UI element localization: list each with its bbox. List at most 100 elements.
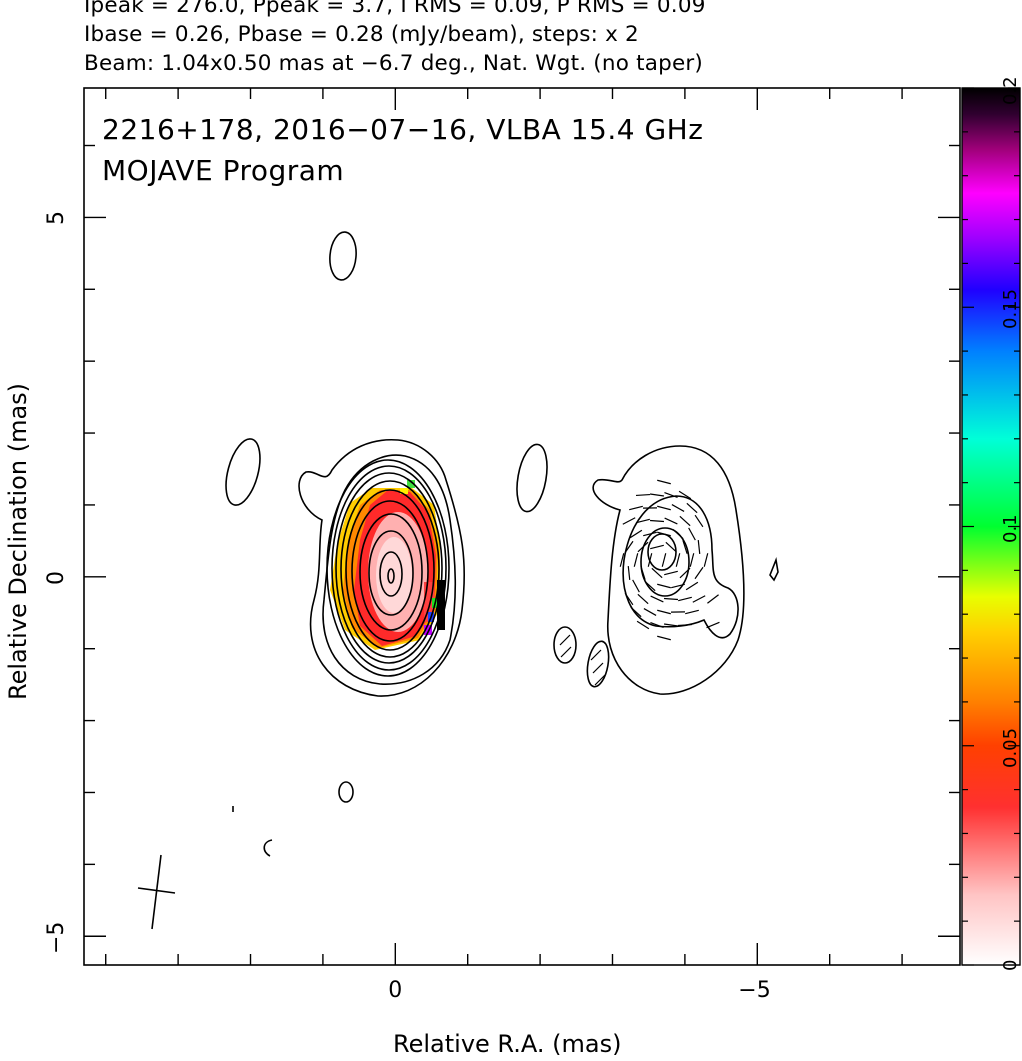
evpa-vector	[649, 519, 665, 523]
pol-edge-black	[437, 580, 445, 630]
evpa-vector	[624, 592, 634, 606]
blob-left	[225, 438, 261, 506]
blob-south-3	[263, 839, 273, 857]
evpa-vector	[594, 674, 606, 686]
evpa-vector	[688, 527, 696, 541]
evpa-vector	[663, 597, 679, 601]
evpa-vector	[636, 620, 650, 630]
evpa-vector	[657, 609, 671, 615]
axis-ticks	[84, 88, 960, 965]
y-tick-label: 5	[44, 211, 69, 226]
evpa-vector	[630, 606, 642, 618]
blob-sw-1	[553, 626, 577, 664]
evpa-vector	[643, 531, 657, 537]
evpa-vector	[694, 566, 704, 580]
colorbar-tick-label: 0.05	[1000, 727, 1021, 768]
core-contour-4	[331, 465, 447, 671]
blob-mid	[516, 443, 548, 513]
colorbar-tick-label: 0.15	[1000, 289, 1021, 330]
core-contour-3	[326, 459, 450, 677]
core-contour-7	[345, 489, 435, 651]
pol-pixel-yellow	[400, 488, 408, 494]
colorbar-tick-label: 0.2	[1000, 75, 1021, 105]
evpa-vector	[657, 531, 671, 537]
plot-frame	[83, 87, 961, 966]
core-contour-outer	[298, 438, 466, 697]
evpa-vector	[685, 581, 699, 591]
jet-contour-4	[647, 533, 677, 571]
blob-south-1	[338, 781, 354, 803]
core-contour-9	[359, 513, 423, 631]
evpa-vector	[678, 490, 692, 500]
evpa-vector	[657, 505, 671, 511]
pol-edge-red	[424, 582, 434, 622]
core-contour-6	[340, 480, 440, 658]
colorbar-tick-label: 0	[1000, 959, 1021, 971]
evpa-vector	[647, 553, 653, 567]
evpa-vector	[685, 609, 699, 615]
evpa-vector	[622, 517, 636, 525]
header-line-3: Beam: 1.04x0.50 mas at −6.7 deg., Nat. W…	[84, 51, 704, 76]
evpa-vector	[640, 566, 646, 580]
evpa-vector	[663, 623, 679, 627]
jet-contour-outer	[592, 445, 745, 695]
core-contour-8	[351, 500, 429, 642]
polarization-vectors	[559, 479, 720, 686]
evpa-vector	[644, 580, 656, 592]
core-contour-peak	[387, 568, 395, 584]
evpa-vector	[661, 553, 667, 567]
evpa-vector	[672, 528, 684, 540]
y-tick-label: 0	[44, 570, 69, 585]
header-line-2: Ibase = 0.26, Pbase = 0.28 (mJy/beam), s…	[84, 22, 639, 47]
beam-major-axis	[151, 854, 162, 930]
evpa-vector	[692, 595, 706, 603]
evpa-vector	[637, 593, 649, 605]
source-annotation: 2216+178, 2016−07−16, VLBA 15.4 GHz	[102, 113, 704, 146]
header-line-1: Ipeak = 276.0, Ppeak = 3.7, I RMS = 0.09…	[84, 0, 706, 18]
map-content	[137, 231, 779, 930]
evpa-vector	[624, 540, 634, 554]
y-tick-label: −5	[44, 921, 69, 955]
evpa-vector	[657, 479, 671, 485]
evpa-vector	[694, 514, 704, 528]
evpa-vector	[590, 649, 602, 661]
evpa-vector	[671, 504, 685, 512]
core-contour-5	[335, 472, 443, 664]
x-tick-label: 0	[388, 978, 403, 1003]
evpa-vector	[682, 540, 688, 554]
evpa-vector	[706, 621, 720, 629]
beam-cross	[137, 854, 176, 930]
evpa-vector	[633, 553, 639, 567]
evpa-vector	[657, 635, 671, 641]
evpa-vector	[671, 583, 685, 589]
evpa-vector	[649, 493, 665, 497]
core-contour-10	[368, 530, 414, 616]
evpa-vector	[651, 567, 663, 579]
core-contour-11	[379, 551, 403, 597]
evpa-vector	[627, 565, 631, 581]
pol-pixel-green	[407, 480, 415, 488]
evpa-vector	[650, 621, 664, 629]
evpa-vector	[686, 502, 698, 514]
evpa-vector	[560, 646, 572, 658]
evpa-vector	[650, 544, 664, 550]
evpa-vector	[559, 634, 571, 646]
evpa-vector	[643, 608, 657, 616]
evpa-vector	[664, 517, 678, 525]
blob-sw-2	[586, 640, 610, 688]
evpa-vector	[592, 662, 604, 674]
x-axis-label: Relative R.A. (mas)	[393, 1030, 622, 1058]
evpa-vector	[629, 505, 643, 511]
evpa-vector	[679, 515, 691, 527]
pol-edge-magenta	[424, 625, 432, 635]
evpa-vector	[632, 579, 640, 593]
evpa-vector	[637, 541, 649, 553]
evpa-vector	[707, 594, 719, 604]
evpa-vector	[679, 567, 691, 579]
evpa-vector	[678, 596, 692, 602]
evpa-vector	[629, 529, 643, 539]
evpa-vector	[689, 553, 695, 567]
beam-minor-axis	[137, 887, 176, 894]
jet-contour-3	[640, 527, 690, 597]
